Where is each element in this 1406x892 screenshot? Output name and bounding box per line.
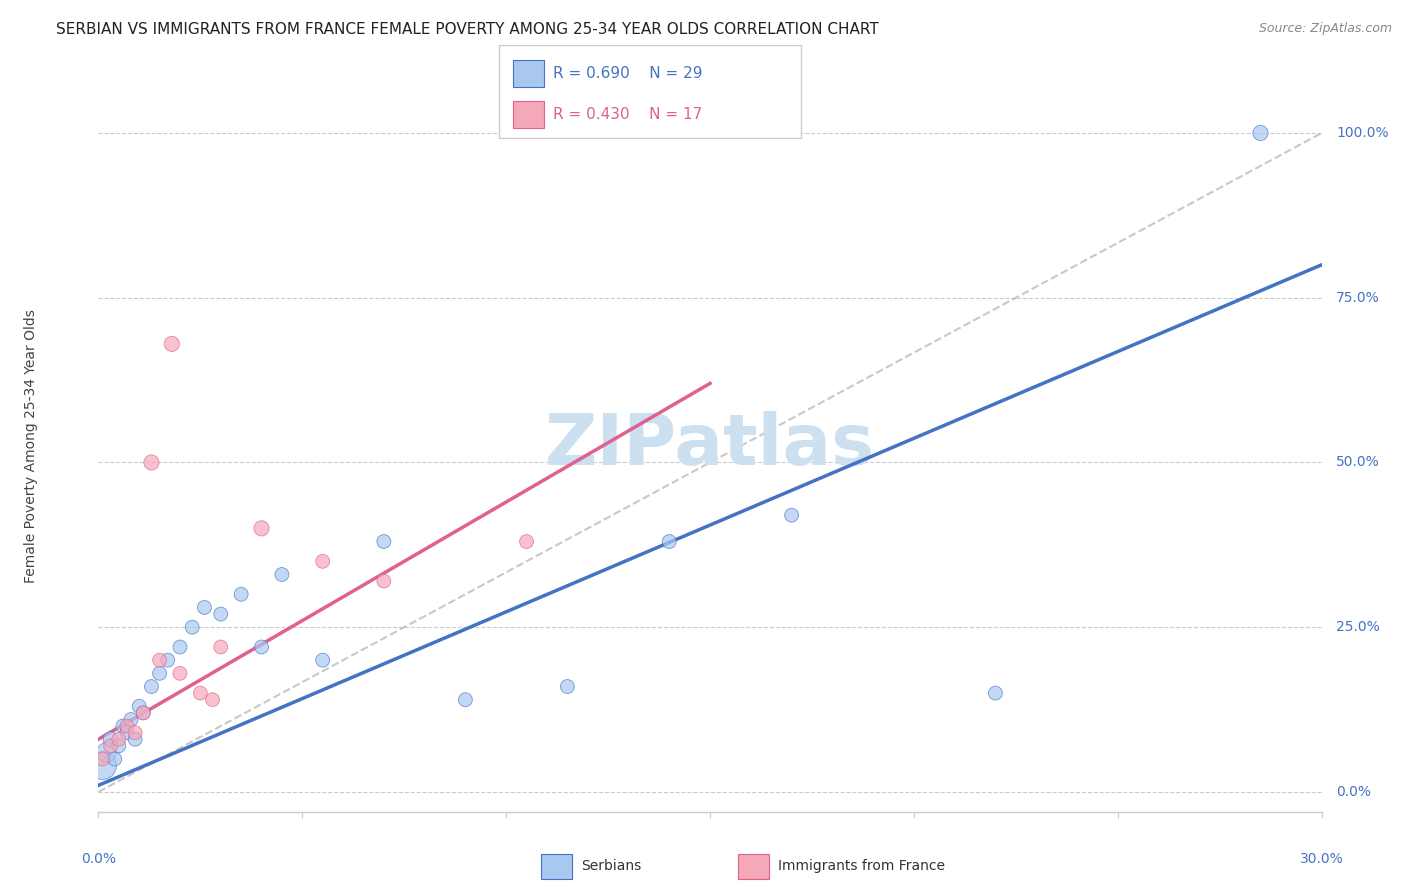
Point (270, 567, 294, 582)
Point (188, 686, 212, 700)
Point (141, 455, 163, 469)
Point (120, 713, 142, 727)
Point (128, 699, 150, 714)
Point (780, 508, 803, 523)
Text: 75.0%: 75.0% (1336, 291, 1381, 305)
Point (658, 534, 681, 549)
Point (250, 640, 273, 654)
Text: Source: ZipAtlas.com: Source: ZipAtlas.com (1258, 22, 1392, 36)
Text: 30.0%: 30.0% (1299, 852, 1344, 866)
Text: SERBIAN VS IMMIGRANTS FROM FRANCE FEMALE POVERTY AMONG 25-34 YEAR OLDS CORRELATI: SERBIAN VS IMMIGRANTS FROM FRANCE FEMALE… (56, 22, 879, 37)
Point (209, 640, 232, 654)
Point (373, 574, 395, 588)
Point (132, 706, 155, 720)
Point (209, 607, 232, 621)
Point (115, 719, 138, 733)
Point (555, 680, 579, 694)
Point (984, 686, 1007, 700)
Text: ZIPatlas: ZIPatlas (546, 411, 875, 481)
Point (160, 336, 183, 351)
Text: R = 0.430    N = 17: R = 0.430 N = 17 (553, 107, 702, 121)
Text: Immigrants from France: Immigrants from France (778, 859, 945, 873)
Text: 0.0%: 0.0% (1336, 785, 1371, 799)
Point (156, 653, 179, 667)
Point (250, 521, 273, 535)
Point (516, 534, 538, 549)
Point (169, 640, 191, 654)
Point (91, 758, 114, 772)
Point (231, 587, 253, 601)
Point (115, 725, 138, 739)
Text: R = 0.690    N = 29: R = 0.690 N = 29 (553, 66, 702, 80)
Point (312, 653, 335, 667)
Text: 25.0%: 25.0% (1336, 620, 1381, 634)
Point (149, 653, 172, 667)
Point (111, 719, 134, 733)
Point (124, 725, 146, 739)
Text: 0.0%: 0.0% (82, 852, 115, 866)
Text: 100.0%: 100.0% (1336, 126, 1389, 140)
Point (201, 692, 224, 706)
Point (312, 554, 335, 568)
Point (104, 752, 127, 766)
Point (91, 752, 114, 766)
Point (373, 534, 395, 549)
Point (96, 746, 118, 760)
Point (1249, 126, 1271, 140)
Point (193, 600, 215, 615)
Point (124, 732, 146, 747)
Text: Serbians: Serbians (581, 859, 641, 873)
Point (100, 739, 122, 753)
Point (169, 666, 191, 681)
Text: Female Poverty Among 25-34 Year Olds: Female Poverty Among 25-34 Year Olds (24, 309, 38, 583)
Point (454, 692, 477, 706)
Point (149, 666, 172, 681)
Point (108, 739, 131, 753)
Point (141, 680, 163, 694)
Point (100, 732, 122, 747)
Point (181, 620, 204, 634)
Point (108, 732, 131, 747)
Text: 50.0%: 50.0% (1336, 456, 1381, 469)
Point (132, 706, 155, 720)
